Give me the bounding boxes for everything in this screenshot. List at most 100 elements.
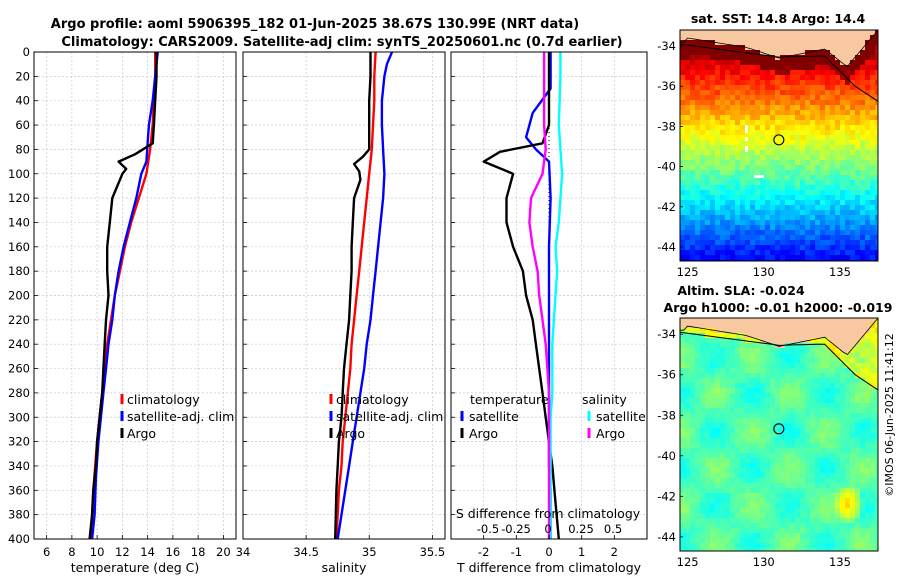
map-cell [685,353,690,358]
x-tick-label: 34.5 [293,545,319,559]
map-cell [845,388,850,393]
map-cell [785,145,790,150]
map-cell [695,513,700,518]
map-cell [845,220,850,225]
map-cell [725,508,730,513]
map-cell [740,488,745,493]
y-tick-label: 200 [8,289,30,303]
map-cell [720,30,725,35]
map-cell [815,343,820,348]
map-cell [875,190,878,195]
map-cell [825,120,830,125]
map-cell [870,85,875,90]
map-cell [785,175,790,180]
map-cell [765,95,770,100]
map-cell [690,115,695,120]
map-cell [875,135,878,140]
map-cell [735,388,740,393]
map-cell [680,488,685,493]
map-cell [690,195,695,200]
map-cell [740,200,745,205]
map-cell [755,503,760,508]
map-cell [835,110,840,115]
map-cell [865,483,870,488]
map-cell [855,210,860,215]
map-cell [875,225,878,230]
map-cell [740,483,745,488]
map-cell [710,458,715,463]
map-cell [750,185,755,190]
map-cell [760,165,765,170]
map-cell [710,255,715,260]
map-cell [840,463,845,468]
map-cell [820,220,825,225]
map-cell [750,493,755,498]
map-cell [870,140,875,145]
map-cell [775,50,780,55]
map-cell [855,115,860,120]
map-cell [690,155,695,160]
map-cell [865,513,870,518]
map-cell [865,353,870,358]
map-cell [870,448,875,453]
map-cell [840,205,845,210]
map-cell [835,50,840,55]
y-tick-label: 180 [8,264,30,278]
map-cell [680,45,685,50]
map-cell [705,473,710,478]
map-cell [810,245,815,250]
map-cell [815,35,820,40]
map-cell [800,210,805,215]
map-cell [780,110,785,115]
map-cell [680,463,685,468]
map-cell [805,333,810,338]
map-cell [720,140,725,145]
map-cell [825,80,830,85]
map-cell [795,433,800,438]
map-cell [710,538,715,543]
map-cell [710,478,715,483]
map-cell [715,90,720,95]
map-cell [800,200,805,205]
map-cell [810,215,815,220]
map-cell [785,40,790,45]
map-cell [765,60,770,65]
map-cell [780,433,785,438]
map-cell [845,318,850,323]
map-cell [775,230,780,235]
map-cell [800,125,805,130]
map-cell [765,50,770,55]
map-cell [795,35,800,40]
map-cell [795,175,800,180]
map-cell [805,523,810,528]
map-cell [760,363,765,368]
map-cell [840,120,845,125]
map-cell [705,373,710,378]
map-cell [865,388,870,393]
map-cell [800,503,805,508]
map-cell [775,180,780,185]
map-cell [785,250,790,255]
map-cell [705,388,710,393]
map-cell [780,150,785,155]
map-cell [720,533,725,538]
map-cell [845,95,850,100]
map-cell [755,80,760,85]
map-cell [710,65,715,70]
map-cell [715,433,720,438]
map-cell [710,318,715,323]
map-cell [705,135,710,140]
map-cell [830,503,835,508]
map-cell [685,250,690,255]
map-cell [690,120,695,125]
map-cell [815,503,820,508]
map-cell [820,140,825,145]
map-cell [875,230,878,235]
map-cell [795,348,800,353]
map-cell [835,408,840,413]
map-cell [805,413,810,418]
map-cell [715,473,720,478]
map-cell [860,115,865,120]
map-cell [705,210,710,215]
map-cell [765,75,770,80]
